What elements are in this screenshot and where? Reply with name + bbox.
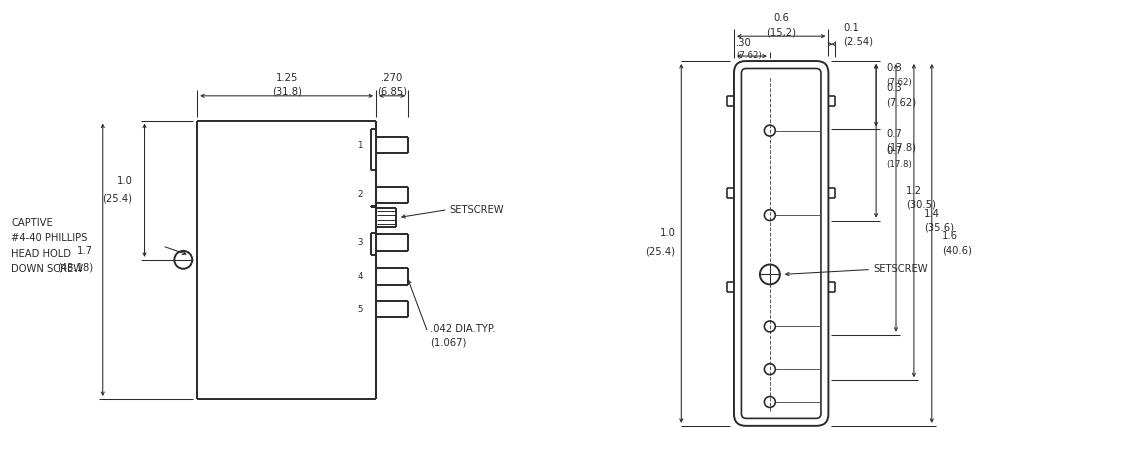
Text: (40.6): (40.6)	[942, 246, 972, 255]
Text: (7.62): (7.62)	[886, 79, 911, 87]
Text: 0.6: 0.6	[773, 13, 789, 23]
Text: .270: .270	[381, 73, 403, 83]
Text: 4: 4	[358, 272, 362, 281]
Text: 0.1: 0.1	[844, 23, 860, 33]
Text: .042 DIA.TYP.: .042 DIA.TYP.	[430, 325, 495, 334]
Text: 1.2: 1.2	[906, 186, 921, 196]
Text: 1: 1	[358, 141, 362, 150]
Text: (1.067): (1.067)	[430, 337, 466, 347]
Text: HEAD HOLD: HEAD HOLD	[11, 249, 71, 259]
Text: (15,2): (15,2)	[766, 27, 796, 37]
Text: 1.6: 1.6	[942, 232, 957, 241]
Text: 0.7: 0.7	[886, 146, 902, 156]
Text: 0.3: 0.3	[886, 83, 902, 93]
Text: 3: 3	[358, 238, 362, 247]
Text: (2.54): (2.54)	[844, 36, 873, 46]
Text: (43.18): (43.18)	[56, 263, 93, 273]
Text: (6.85): (6.85)	[377, 87, 407, 97]
Text: .30: .30	[736, 38, 752, 48]
Text: (17.8): (17.8)	[886, 143, 916, 153]
Text: 0.7: 0.7	[886, 129, 902, 139]
Text: SETSCREW: SETSCREW	[450, 205, 504, 215]
Text: (25.4): (25.4)	[102, 193, 133, 203]
Text: SETSCREW: SETSCREW	[873, 265, 928, 274]
Text: (30.5): (30.5)	[906, 200, 936, 210]
Text: 1.25: 1.25	[276, 73, 298, 83]
Text: (25.4): (25.4)	[646, 246, 675, 256]
Text: 0.3: 0.3	[886, 63, 902, 73]
Text: (35.6): (35.6)	[924, 223, 954, 232]
Text: 5: 5	[358, 305, 362, 314]
Text: CAPTIVE: CAPTIVE	[11, 218, 53, 228]
Text: (17.8): (17.8)	[886, 160, 911, 169]
Text: 1.7: 1.7	[76, 246, 93, 256]
Text: (7.62): (7.62)	[736, 51, 762, 60]
Text: DOWN SCREW: DOWN SCREW	[11, 264, 83, 274]
Text: (31.8): (31.8)	[272, 87, 302, 97]
Text: 1.4: 1.4	[924, 209, 939, 219]
Text: #4-40 PHILLIPS: #4-40 PHILLIPS	[11, 233, 88, 244]
Text: (7.62): (7.62)	[886, 97, 916, 107]
Text: 1.0: 1.0	[659, 228, 675, 239]
Text: 2: 2	[358, 191, 362, 199]
Text: 1.0: 1.0	[117, 176, 133, 186]
